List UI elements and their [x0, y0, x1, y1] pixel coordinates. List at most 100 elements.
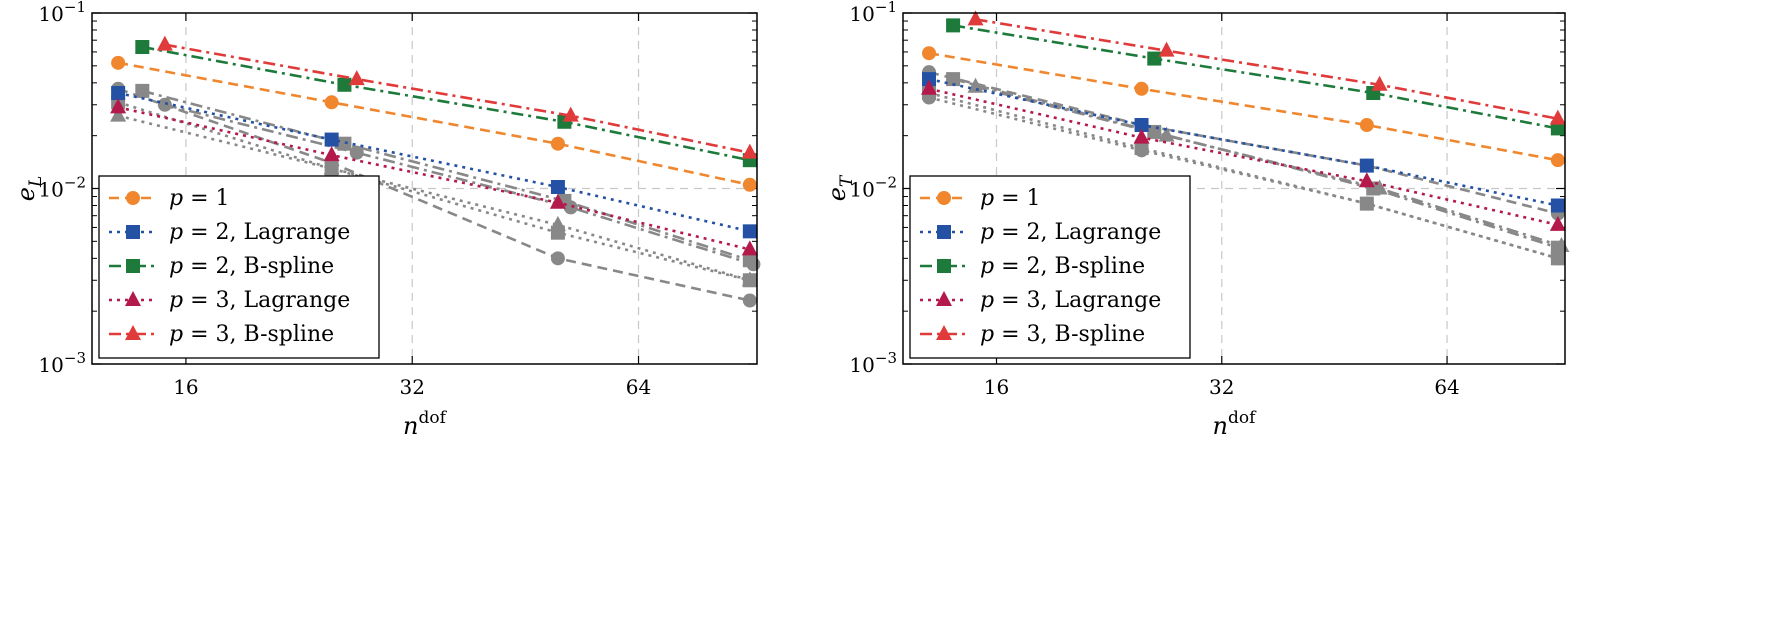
data-point — [1359, 158, 1374, 173]
data-point — [1158, 41, 1175, 57]
data-point — [1158, 126, 1175, 142]
legend-marker — [937, 225, 951, 239]
series-p3-bspline — [967, 10, 1566, 125]
legend-entry-p1: p = 1 — [920, 186, 1041, 211]
data-point — [1371, 179, 1388, 195]
legend-entry-p3-bspline: p = 3, B-spline — [109, 322, 334, 347]
data-point — [349, 145, 364, 160]
x-tick-label: 16 — [984, 375, 1009, 399]
x-axis-label: ndof — [1213, 408, 1258, 440]
legend-label: p = 2, B-spline — [169, 254, 334, 279]
series-line — [117, 61, 751, 187]
legend-label: p = 2, B-spline — [980, 254, 1145, 279]
legend-entry-p3-lagrange: p = 3, Lagrange — [920, 288, 1161, 313]
data-point — [1550, 121, 1565, 136]
data-point — [1371, 75, 1388, 91]
data-point — [550, 136, 565, 151]
data-point — [921, 79, 938, 95]
legend: p = 1 p = 2, Lagrange p = 2, B-spline p = 3… — [909, 175, 1191, 359]
series-p1 — [922, 46, 1565, 168]
series-p3-lagrange — [921, 79, 1566, 231]
data-point — [549, 193, 566, 209]
data-point — [550, 251, 565, 266]
legend-marker — [937, 191, 951, 205]
data-point — [1549, 109, 1566, 125]
data-point — [110, 98, 127, 114]
data-point — [323, 159, 340, 175]
legend-label: p = 1 — [169, 186, 230, 211]
x-tick-label: 64 — [626, 375, 651, 399]
data-point — [1133, 128, 1150, 144]
series-line — [928, 87, 1559, 227]
data-point — [1550, 251, 1565, 266]
y-tick-label: 10−1 — [38, 0, 86, 26]
legend-label: p = 2, Lagrange — [169, 220, 350, 245]
data-point — [742, 293, 757, 308]
data-point — [946, 72, 961, 87]
legend-entry-p2-bspline: p = 2, B-spline — [109, 254, 334, 279]
data-point — [549, 215, 566, 231]
legend-marker — [126, 191, 140, 205]
series-reference — [135, 83, 757, 268]
data-point — [741, 240, 758, 256]
data-point — [1550, 198, 1565, 213]
legend-entry-p1: p = 1 — [109, 186, 230, 211]
data-point — [348, 70, 365, 86]
series-p1 — [111, 55, 757, 192]
data-point — [741, 271, 758, 287]
legend-marker — [125, 291, 141, 306]
data-point — [1549, 215, 1566, 231]
x-tick-label: 64 — [1434, 375, 1459, 399]
series-line — [164, 43, 751, 154]
data-point — [922, 46, 937, 61]
data-point — [1358, 172, 1375, 188]
data-point — [135, 40, 150, 55]
y-axis-label: eL — [12, 176, 46, 202]
y-tick-label: 10−1 — [849, 0, 897, 26]
data-point — [1550, 153, 1565, 168]
series-line — [952, 24, 1559, 130]
data-point — [1134, 118, 1149, 133]
data-point — [111, 86, 126, 101]
data-point — [323, 146, 340, 162]
legend-marker — [936, 291, 952, 306]
data-point — [156, 35, 173, 51]
legend-marker — [936, 325, 952, 340]
series-line — [142, 45, 751, 162]
x-tick-label: 16 — [173, 375, 198, 399]
data-point — [562, 106, 579, 122]
series-line — [928, 70, 1559, 215]
series-reference — [110, 106, 758, 287]
data-point — [1134, 143, 1149, 158]
chart-panel-1: 16 32 64 10−3 10−2 10−1 ndof eL p = 1 p = 2, Lagr… — [12, 0, 761, 440]
series-line — [164, 103, 754, 266]
data-point — [742, 177, 757, 192]
y-tick-label: 10−3 — [849, 349, 897, 377]
y-axis-label: eT — [823, 174, 857, 201]
data-point — [324, 95, 339, 110]
x-axis-label: ndof — [403, 408, 448, 440]
legend-entry-p3-lagrange: p = 3, Lagrange — [109, 288, 350, 313]
data-point — [967, 10, 984, 26]
data-point — [337, 136, 352, 151]
data-point — [742, 253, 757, 268]
data-point — [1147, 51, 1162, 66]
series-line — [975, 18, 1559, 120]
data-point — [946, 18, 961, 33]
series-line — [117, 114, 751, 282]
data-point — [550, 179, 565, 194]
series-p3-bspline — [156, 35, 758, 159]
legend-label: p = 3, Lagrange — [169, 288, 350, 313]
data-point — [111, 55, 126, 70]
legend-entry-p3-bspline: p = 3, B-spline — [920, 322, 1145, 347]
data-point — [741, 143, 758, 159]
legend-label: p = 3, Lagrange — [980, 288, 1161, 313]
legend-label: p = 3, B-spline — [980, 322, 1145, 347]
chart-panel-2: 16 32 64 10−3 10−2 10−1 ndof eT p = 1 p = 2, Lagr… — [823, 0, 1570, 440]
data-point — [324, 132, 339, 147]
legend-marker — [126, 259, 140, 273]
data-point — [157, 97, 172, 112]
legend-entry-p2-bspline: p = 2, B-spline — [920, 254, 1145, 279]
series-p2-lagrange — [111, 86, 757, 239]
